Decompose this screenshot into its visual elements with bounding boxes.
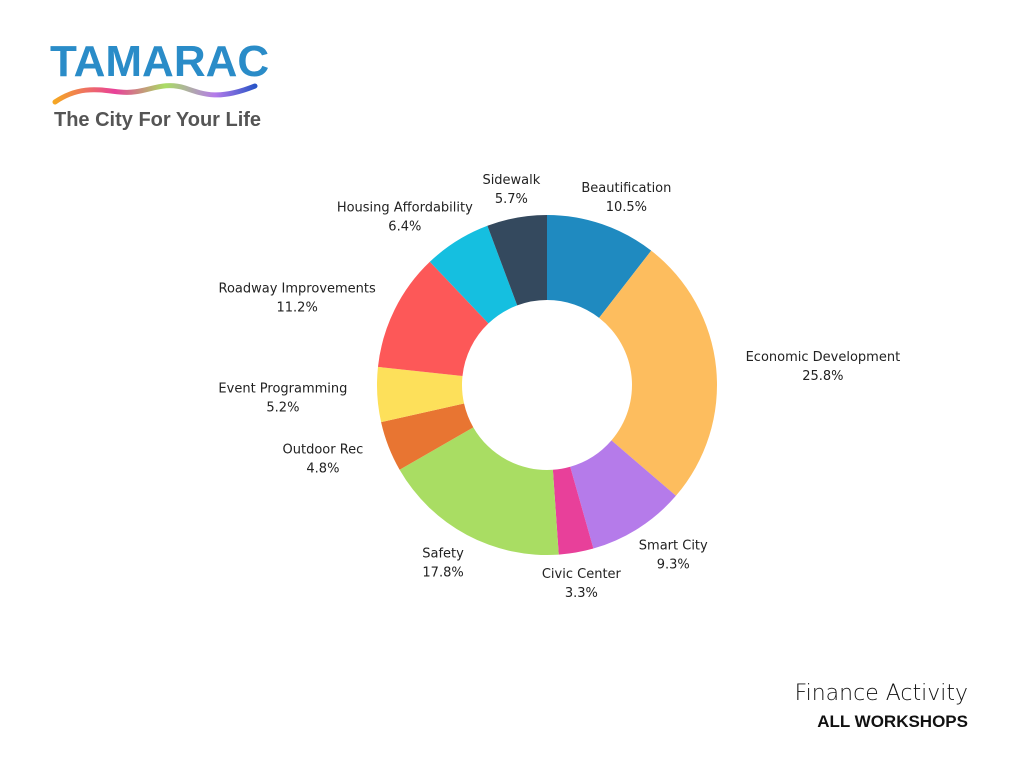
- data-label: Sidewalk 5.7%: [482, 173, 540, 207]
- slice: [399, 427, 559, 555]
- slice: [599, 250, 718, 496]
- data-label: Civic Center 3.3%: [542, 567, 622, 601]
- slice: [487, 215, 547, 306]
- slice-value: 11.2%: [277, 300, 318, 315]
- slice-name: Civic Center: [542, 567, 622, 582]
- footer-title: Finance Activity: [795, 681, 968, 706]
- donut-chart: Beautification 10.5% Economic Development 2…: [218, 173, 900, 601]
- slice-name: Sidewalk: [482, 173, 540, 188]
- data-label: Event Programming 5.2%: [218, 381, 347, 415]
- slice-name: Safety: [422, 546, 464, 561]
- slice: [377, 366, 465, 423]
- logo: TAMARAC The City For Your Life: [50, 37, 269, 131]
- slice-value: 5.7%: [495, 192, 528, 207]
- data-label: Beautification 10.5%: [581, 181, 671, 215]
- logo-name: TAMARAC: [50, 37, 269, 86]
- slice-name: Outdoor Rec: [283, 442, 364, 457]
- slice-value: 9.3%: [657, 558, 690, 573]
- slice-name: Beautification: [581, 181, 671, 196]
- logo-tagline: The City For Your Life: [54, 109, 261, 131]
- slice: [381, 403, 474, 470]
- slice-name: Smart City: [639, 539, 708, 554]
- data-label: Roadway Improvements 11.2%: [219, 281, 376, 315]
- data-label: Housing Affordability 6.4%: [337, 200, 473, 234]
- data-label: Outdoor Rec 4.8%: [283, 442, 364, 476]
- slice-value: 17.8%: [422, 565, 463, 580]
- logo-wave: [52, 83, 258, 105]
- footer-subtitle: ALL WORKSHOPS: [817, 712, 968, 731]
- slice-name: Event Programming: [218, 381, 347, 396]
- data-label: Safety 17.8%: [422, 546, 464, 580]
- slice-value: 6.4%: [388, 219, 421, 234]
- slice: [570, 440, 676, 549]
- data-label: Economic Development 25.8%: [746, 350, 901, 384]
- slice-value: 10.5%: [606, 200, 647, 215]
- slice-value: 3.3%: [565, 586, 598, 601]
- slice: [377, 261, 489, 376]
- slice-value: 4.8%: [306, 461, 339, 476]
- slice-name: Roadway Improvements: [219, 281, 376, 296]
- slice-name: Housing Affordability: [337, 200, 473, 215]
- slice: [552, 466, 594, 555]
- slice: [429, 225, 518, 324]
- slice-value: 5.2%: [266, 400, 299, 415]
- data-label: Smart City 9.3%: [639, 539, 708, 573]
- slice-name: Economic Development: [746, 350, 901, 365]
- slice: [547, 215, 652, 318]
- slice-value: 25.8%: [802, 369, 843, 384]
